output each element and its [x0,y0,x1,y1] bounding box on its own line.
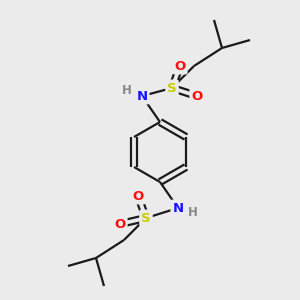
Text: H: H [188,206,198,220]
Text: O: O [114,218,126,230]
Text: O: O [132,190,144,202]
Text: O: O [174,59,186,73]
Text: S: S [141,212,151,224]
Text: S: S [167,82,177,94]
Text: N: N [136,89,148,103]
Text: H: H [122,85,132,98]
Text: N: N [172,202,184,214]
Text: O: O [191,89,203,103]
